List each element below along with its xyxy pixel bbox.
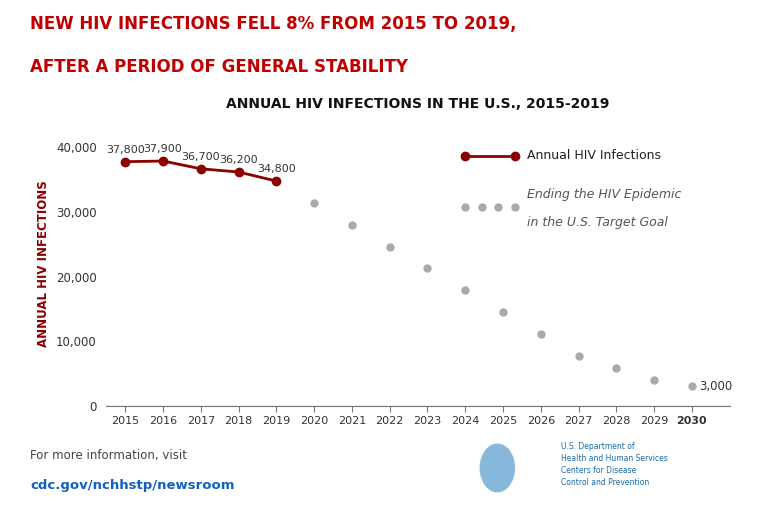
Ellipse shape xyxy=(480,443,515,493)
Text: For more information, visit: For more information, visit xyxy=(30,449,188,462)
Text: 37,900: 37,900 xyxy=(144,144,182,154)
Text: 3,000: 3,000 xyxy=(699,380,733,393)
Text: Annual HIV Infections: Annual HIV Infections xyxy=(527,149,661,162)
Text: Ending the HIV Epidemic: Ending the HIV Epidemic xyxy=(527,188,682,201)
Text: 37,800: 37,800 xyxy=(106,144,144,155)
Text: CDC: CDC xyxy=(515,462,550,477)
Text: 34,800: 34,800 xyxy=(257,164,296,174)
Title: ANNUAL HIV INFECTIONS IN THE U.S., 2015-2019: ANNUAL HIV INFECTIONS IN THE U.S., 2015-… xyxy=(226,97,610,111)
Text: NEW HIV INFECTIONS FELL 8% FROM 2015 TO 2019,: NEW HIV INFECTIONS FELL 8% FROM 2015 TO … xyxy=(30,15,517,33)
Text: in the U.S. Target Goal: in the U.S. Target Goal xyxy=(527,216,668,229)
Text: 36,700: 36,700 xyxy=(182,152,220,162)
Text: U.S. Department of
Health and Human Services
Centers for Disease
Control and Pre: U.S. Department of Health and Human Serv… xyxy=(561,442,667,487)
Y-axis label: ANNUAL HIV INFECTIONS: ANNUAL HIV INFECTIONS xyxy=(37,180,50,347)
Text: cdc.gov/nchhstp/newsroom: cdc.gov/nchhstp/newsroom xyxy=(30,479,235,492)
Text: AFTER A PERIOD OF GENERAL STABILITY: AFTER A PERIOD OF GENERAL STABILITY xyxy=(30,58,408,77)
Text: 36,200: 36,200 xyxy=(220,155,258,165)
